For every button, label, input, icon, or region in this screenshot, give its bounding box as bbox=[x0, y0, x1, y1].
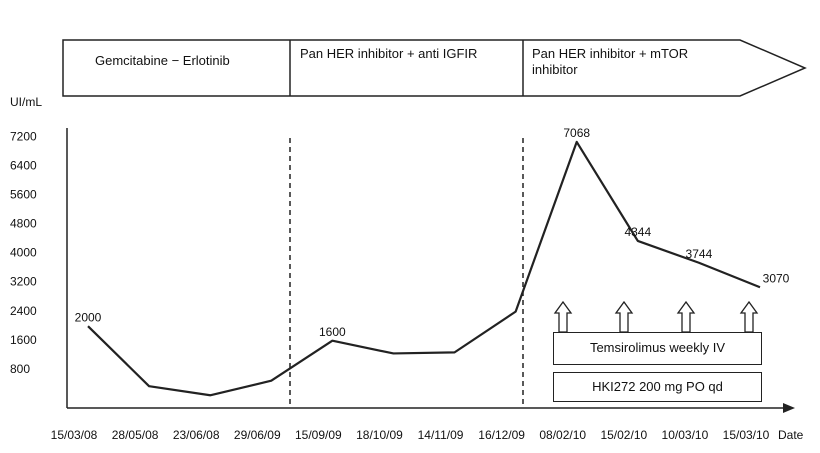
y-tick-label: 6400 bbox=[10, 158, 37, 172]
x-tick-label: 15/09/09 bbox=[295, 428, 342, 442]
y-tick-label: 7200 bbox=[10, 129, 37, 143]
data-line bbox=[87, 140, 761, 397]
x-axis-arrow bbox=[783, 403, 795, 413]
y-tick-label: 1600 bbox=[10, 333, 37, 347]
phase-label: Gemcitabine − Erlotinib bbox=[95, 53, 230, 68]
y-tick-label: 2400 bbox=[10, 304, 37, 318]
x-tick-label: 14/11/09 bbox=[418, 428, 464, 442]
data-label: 7068 bbox=[563, 126, 590, 140]
y-tick-label: 4800 bbox=[10, 217, 37, 231]
phase-label: Pan HER inhibitor + anti IGFIR bbox=[300, 46, 478, 61]
x-tick-label: 15/03/10 bbox=[723, 428, 770, 442]
data-label: 3070 bbox=[763, 271, 790, 285]
y-tick-label: 3200 bbox=[10, 275, 37, 289]
x-tick-label: 15/03/08 bbox=[51, 428, 98, 442]
x-tick-label: 28/05/08 bbox=[112, 428, 159, 442]
x-tick-label: 08/02/10 bbox=[539, 428, 586, 442]
y-tick-label: 800 bbox=[10, 362, 30, 376]
x-tick-label: 16/12/09 bbox=[478, 428, 525, 442]
data-label: 3744 bbox=[686, 247, 713, 261]
x-tick-label: 23/06/08 bbox=[173, 428, 220, 442]
y-tick-label: 4000 bbox=[10, 246, 37, 260]
phase-band bbox=[62, 39, 807, 97]
x-tick-label: 18/10/09 bbox=[356, 428, 403, 442]
treatment-box: HKI272 200 mg PO qd bbox=[553, 372, 762, 402]
data-label: 4344 bbox=[624, 225, 651, 239]
treatment-arrows bbox=[553, 300, 759, 333]
data-label: 2000 bbox=[75, 310, 102, 324]
y-tick-label: 5600 bbox=[10, 187, 37, 201]
x-tick-label: 15/02/10 bbox=[600, 428, 647, 442]
y-axis-label: UI/mL bbox=[10, 95, 42, 109]
x-tick-label: 29/06/09 bbox=[234, 428, 281, 442]
phase-label: Pan HER inhibitor + mTOR inhibitor bbox=[532, 46, 689, 77]
x-axis-label: Date bbox=[778, 428, 804, 442]
treatment-box: Temsirolimus weekly IV bbox=[553, 332, 762, 365]
x-tick-label: 10/03/10 bbox=[662, 428, 709, 442]
data-label: 1600 bbox=[319, 325, 346, 339]
